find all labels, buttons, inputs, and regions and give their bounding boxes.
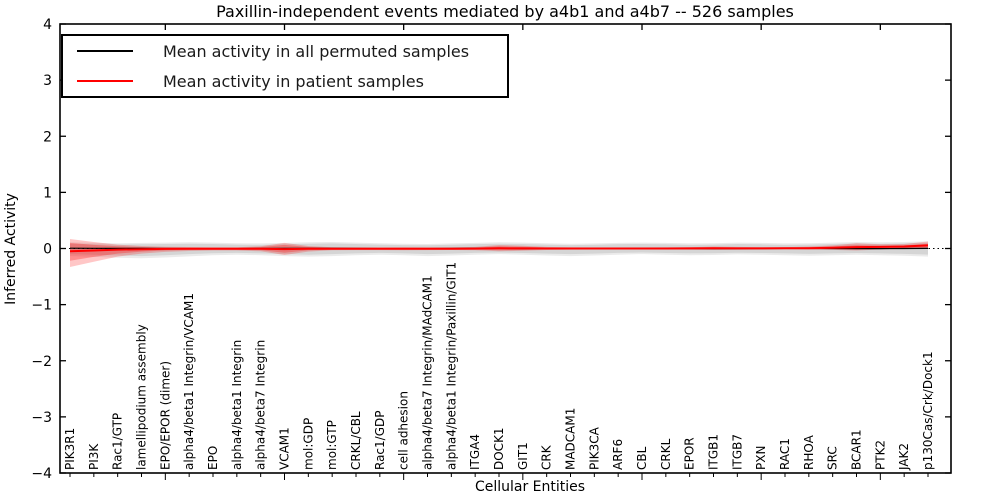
x-category-label: JAK2 xyxy=(897,443,911,471)
x-category-label: alpha4/beta1 Integrin/Paxillin/GIT1 xyxy=(444,262,458,470)
permuted-samples-spread-outer-band xyxy=(70,241,928,259)
legend-label-permuted: Mean activity in all permuted samples xyxy=(163,41,470,61)
legend-item-permuted: Mean activity in all permuted samples xyxy=(63,37,507,65)
x-category-label: EPO xyxy=(206,446,220,470)
legend: Mean activity in all permuted samples Me… xyxy=(61,34,509,98)
patient-line-sample xyxy=(77,80,133,82)
x-category-label: GIT1 xyxy=(516,442,530,470)
y-tick-label: 3 xyxy=(43,73,52,89)
x-category-label: RHOA xyxy=(802,434,816,470)
x-category-label: CRKL/CBL xyxy=(349,411,363,470)
x-category-label: alpha4/beta1 Integrin xyxy=(230,340,244,470)
x-category-label: CRKL xyxy=(659,438,673,470)
y-tick-label: −1 xyxy=(31,298,52,314)
x-category-label: RAC1 xyxy=(778,438,792,470)
patient-samples-spread-outer-band xyxy=(70,239,928,267)
x-category-label: EPO/EPOR (dimer) xyxy=(158,361,172,470)
x-category-label: ITGB7 xyxy=(730,434,744,470)
x-category-label: mol:GDP xyxy=(301,418,315,470)
x-category-label: ARF6 xyxy=(611,439,625,470)
legend-label-patient: Mean activity in patient samples xyxy=(163,71,424,91)
x-category-label: PIK3CA xyxy=(587,426,601,470)
y-tick-label: 2 xyxy=(43,129,52,145)
y-tick-label: −2 xyxy=(31,354,52,370)
y-tick-label: −4 xyxy=(31,466,52,482)
y-tick-label: −3 xyxy=(31,410,52,426)
chart-title: Paxillin-independent events mediated by … xyxy=(216,2,794,21)
x-category-label: alpha4/beta1 Integrin/VCAM1 xyxy=(182,293,196,470)
x-category-label: PXN xyxy=(754,446,768,470)
x-category-label: Rac1/GTP xyxy=(111,413,125,470)
x-category-label: CBL xyxy=(635,446,649,470)
x-category-label: p130Cas/Crk/Dock1 xyxy=(921,351,935,470)
x-category-label: CRK xyxy=(540,444,554,470)
x-category-label: SRC xyxy=(826,446,840,470)
x-category-label: alpha4/beta7 Integrin/MAdCAM1 xyxy=(420,275,434,470)
permuted-samples-spread-inner-band xyxy=(70,242,928,257)
x-category-label: cell adhesion xyxy=(397,391,411,470)
x-category-label: VCAM1 xyxy=(277,427,291,470)
x-category-label: EPOR xyxy=(683,437,697,470)
legend-item-patient: Mean activity in patient samples xyxy=(63,67,507,95)
y-tick-label: 1 xyxy=(43,185,52,201)
permuted-line-sample xyxy=(77,50,133,52)
x-category-label: DOCK1 xyxy=(492,427,506,470)
y-tick-label: 4 xyxy=(43,17,52,33)
x-category-label: lamellipodium assembly xyxy=(134,324,148,470)
x-category-label: PI3K xyxy=(87,443,101,470)
x-category-label: PIK3R1 xyxy=(63,428,77,470)
x-category-label: BCAR1 xyxy=(849,429,863,470)
x-category-label: mol:GTP xyxy=(325,420,339,470)
x-category-label: alpha4/beta7 Integrin xyxy=(254,340,268,470)
x-category-label: PTK2 xyxy=(873,440,887,470)
y-tick-label: 0 xyxy=(43,242,52,258)
x-category-label: Rac1/GDP xyxy=(373,411,387,470)
x-axis-label: Cellular Entities xyxy=(474,479,586,495)
x-category-label: MADCAM1 xyxy=(563,408,577,470)
patient-mean-line xyxy=(69,244,929,253)
x-category-label: ITGA4 xyxy=(468,434,482,470)
x-category-label: ITGB1 xyxy=(706,434,720,470)
y-axis-label: Inferred Activity xyxy=(3,193,19,305)
